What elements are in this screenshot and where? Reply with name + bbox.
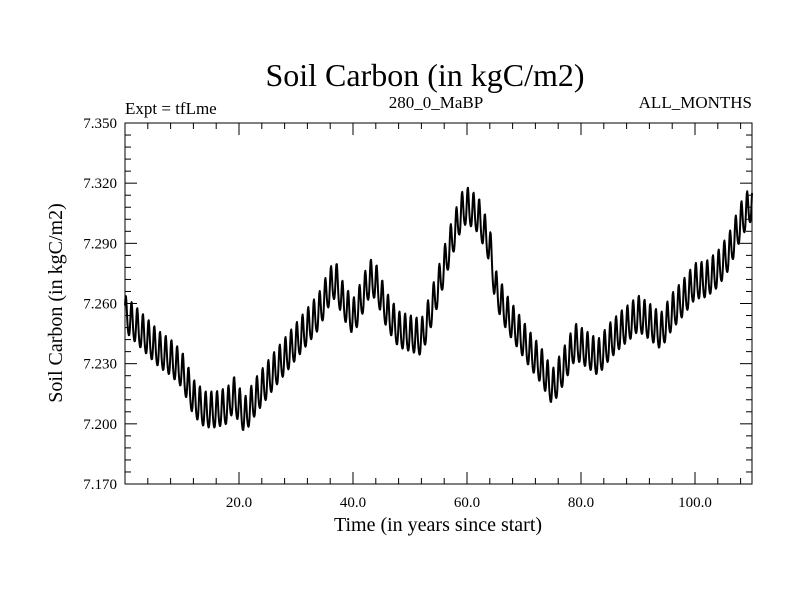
axis-ticks <box>125 122 752 485</box>
y-tick-label: 7.260 <box>83 297 117 313</box>
x-tick-label: 60.0 <box>454 495 480 511</box>
subtitle-left: Expt = tfLme <box>125 99 217 118</box>
y-tick-label: 7.350 <box>83 116 117 132</box>
chart-title: Soil Carbon (in kgC/m2) <box>265 57 584 93</box>
y-tick-label: 7.290 <box>83 236 117 252</box>
plot-frame <box>124 122 753 485</box>
x-axis-label: Time (in years since start) <box>334 514 542 536</box>
y-tick-label: 7.320 <box>83 176 117 192</box>
plot-area <box>124 186 753 431</box>
y-axis-tick-labels: 7.170 7.200 7.230 7.260 7.290 7.320 7.350 <box>83 116 117 493</box>
y-tick-label: 7.200 <box>83 417 117 433</box>
x-axis-tick-labels: 20.0 40.0 60.0 80.0 100.0 <box>226 495 712 511</box>
series-line-soil-carbon <box>124 186 753 431</box>
x-tick-label: 40.0 <box>340 495 366 511</box>
subtitle-right: ALL_MONTHS <box>639 93 752 112</box>
subtitle-center: 280_0_MaBP <box>389 93 483 112</box>
x-tick-label: 100.0 <box>678 495 712 511</box>
x-tick-label: 20.0 <box>226 495 252 511</box>
y-tick-label: 7.230 <box>83 357 117 373</box>
y-axis-label: Soil Carbon (in kgC/m2) <box>45 203 67 402</box>
y-tick-label: 7.170 <box>83 477 117 493</box>
x-tick-label: 80.0 <box>568 495 594 511</box>
